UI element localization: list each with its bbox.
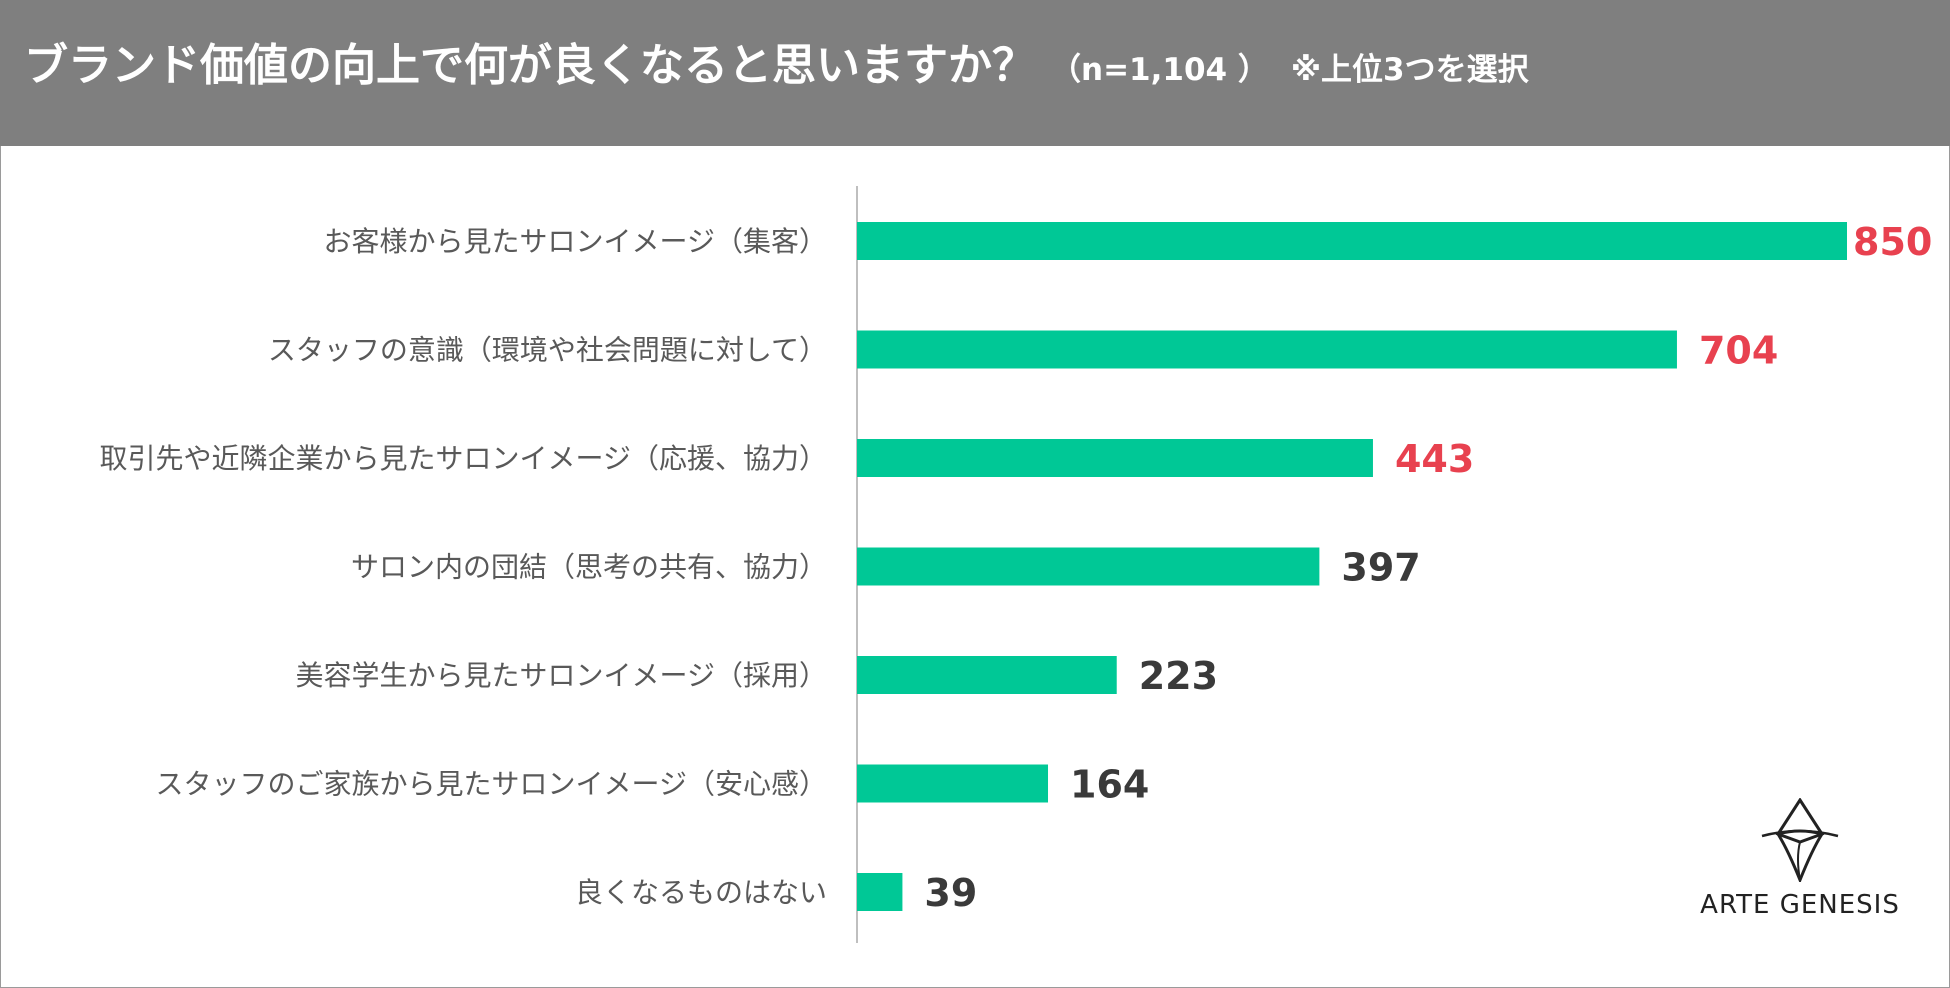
value-label-4: 397: [1341, 546, 1420, 590]
category-label-6: スタッフのご家族から見たサロンイメージ（安心感）: [156, 768, 827, 801]
page-title: ブランド価値の向上で何が良くなると思いますか？ （n=1,104 ） ※上位3つを選…: [24, 36, 1529, 100]
arte-genesis-diamond-icon: [1761, 798, 1839, 882]
logo-text: ARTE GENESIS: [1700, 890, 1900, 920]
value-label-6: 164: [1070, 763, 1149, 807]
bar-6: [857, 764, 1049, 803]
value-label-3: 443: [1395, 437, 1474, 481]
category-label-7: 良くなるものはない: [575, 876, 827, 909]
value-label-7: 39: [924, 871, 977, 915]
bar-3: [857, 439, 1373, 477]
category-label-4: サロン内の団結（思考の共有、協力）: [351, 551, 827, 584]
bar-chart: お客様から見たサロンイメージ（集客） スタッフの意識（環境や社会問題に対して） 取引…: [100, 186, 1932, 943]
value-labels-group: 850 704 443 397 223 164 39: [924, 220, 1932, 915]
bar-2: [857, 330, 1677, 369]
bar-1: [857, 222, 1847, 260]
category-label-3: 取引先や近隣企業から見たサロンイメージ（応援、協力）: [100, 442, 827, 475]
category-label-5: 美容学生から見たサロンイメージ（採用）: [296, 659, 827, 692]
bars-group: [857, 222, 1847, 911]
value-label-2: 704: [1699, 329, 1778, 373]
selection-note: ※上位3つを選択: [1290, 52, 1529, 88]
category-labels-group: お客様から見たサロンイメージ（集客） スタッフの意識（環境や社会問題に対して） 取引…: [100, 225, 827, 909]
bar-4: [857, 547, 1320, 586]
category-label-1: お客様から見たサロンイメージ（集客）: [324, 225, 827, 258]
sample-size: （n=1,104 ）: [1050, 52, 1269, 88]
title-text: ブランド価値の向上で何が良くなると思いますか？: [24, 40, 1036, 91]
brand-logo: ARTE GENESIS: [1680, 798, 1920, 928]
bar-5: [857, 656, 1117, 694]
value-label-5: 223: [1139, 654, 1218, 698]
header-bar: ブランド価値の向上で何が良くなると思いますか？ （n=1,104 ） ※上位3つを選…: [0, 0, 1950, 146]
bar-7: [857, 873, 903, 911]
value-label-1: 850: [1853, 220, 1932, 264]
category-label-2: スタッフの意識（環境や社会問題に対して）: [268, 334, 827, 367]
